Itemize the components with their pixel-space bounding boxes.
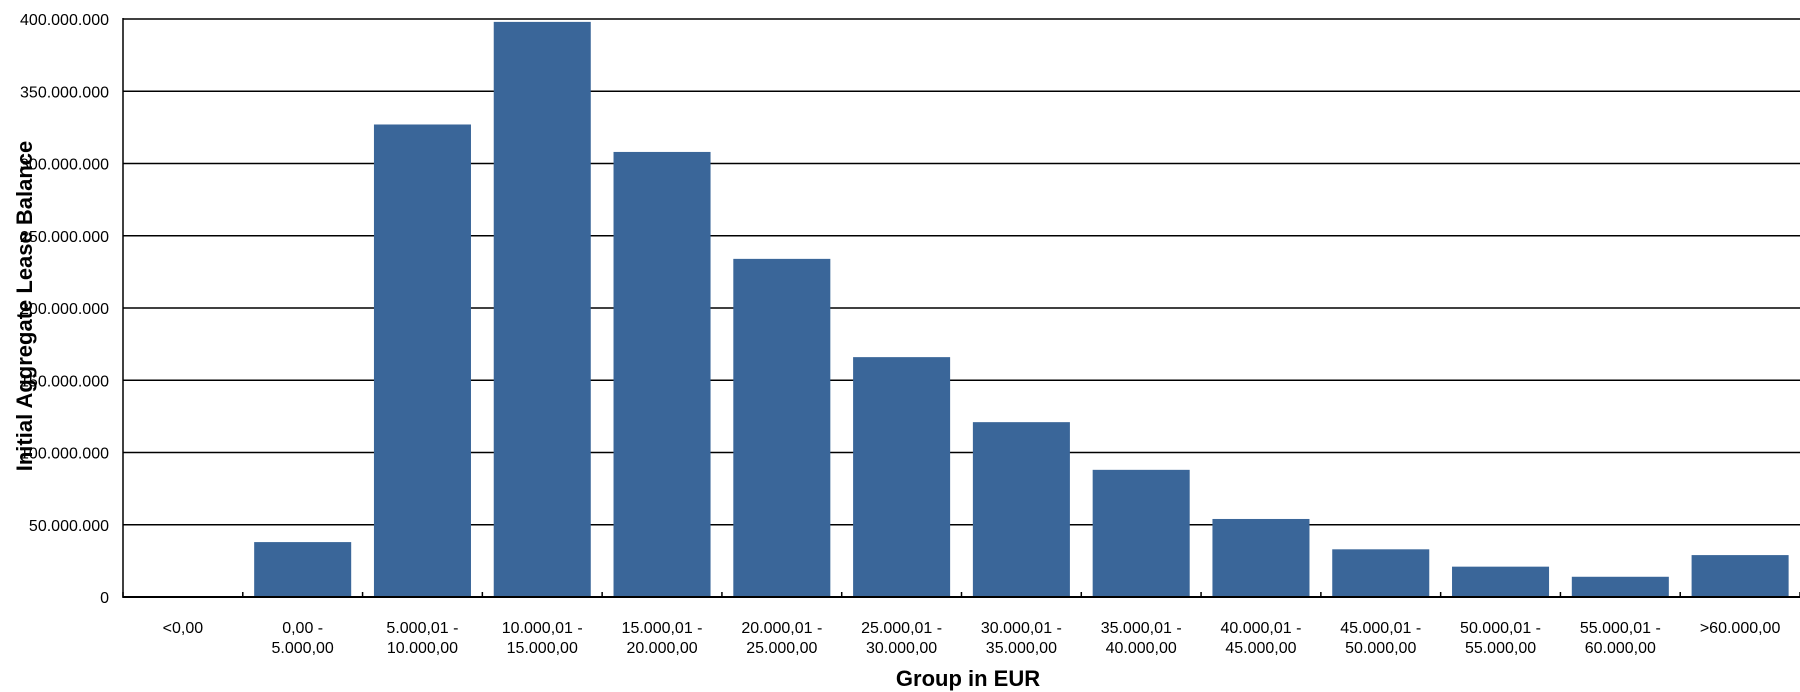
bar — [1212, 518, 1310, 597]
y-tick-label: 0 — [100, 590, 109, 607]
x-tick-label: 35.000,01 - — [1101, 620, 1182, 637]
x-tick-label: 15.000,00 — [507, 640, 578, 657]
y-axis-title: Initial Aggregate Lease Balance — [12, 141, 37, 472]
bar — [1452, 566, 1550, 597]
x-axis-title: Group in EUR — [896, 666, 1040, 691]
x-tick-label: 10.000,00 — [387, 640, 458, 657]
x-tick-label: 5.000,01 - — [386, 620, 458, 637]
y-tick-labels: 0 50.000.000 100.000.000 150.000.000 200.000… — [20, 12, 109, 607]
x-tick-label: 50.000,01 - — [1460, 620, 1541, 637]
x-tick-label: 35.000,00 — [986, 640, 1057, 657]
y-tick-label: 400.000.000 — [20, 12, 109, 29]
y-tick-label: 200.000.000 — [20, 301, 109, 318]
x-tick-label: 30.000,01 - — [981, 620, 1062, 637]
bar — [1571, 576, 1669, 597]
x-tick-label: 20.000,01 - — [741, 620, 822, 637]
y-tick-label: 50.000.000 — [29, 518, 109, 535]
y-tick-label: 350.000.000 — [20, 84, 109, 101]
bar — [853, 357, 951, 597]
y-tick-label: 100.000.000 — [20, 446, 109, 463]
bar — [613, 151, 711, 597]
bar — [733, 258, 831, 597]
x-tick-label: 55.000,01 - — [1580, 620, 1661, 637]
x-tick-label: 0,00 - — [282, 620, 323, 637]
x-tick-label: 45.000,01 - — [1340, 620, 1421, 637]
x-tick-label: 25.000,01 - — [861, 620, 942, 637]
bar — [972, 422, 1070, 597]
bar — [1092, 469, 1190, 597]
x-tick-label: 5.000,00 — [272, 640, 334, 657]
y-tick-label: 300.000.000 — [20, 157, 109, 174]
x-tick-label: 50.000,00 — [1345, 640, 1416, 657]
bar — [1332, 549, 1430, 597]
x-tick-label: 20.000,00 — [626, 640, 697, 657]
x-tick-label: <0,00 — [163, 620, 204, 637]
y-tick-label: 250.000.000 — [20, 229, 109, 246]
bar — [373, 124, 471, 598]
x-tick-label: 30.000,00 — [866, 640, 937, 657]
bar — [254, 542, 352, 597]
x-tick-label: 10.000,01 - — [502, 620, 583, 637]
x-tick-label: 60.000,00 — [1585, 640, 1656, 657]
x-tick-label: 15.000,01 - — [622, 620, 703, 637]
bars — [254, 21, 1789, 598]
x-tick-label: >60.000,00 — [1700, 620, 1781, 637]
x-tick-labels: <0,00 0,00 - 5.000,00 5.000,01 - 10.000,00 10… — [163, 620, 1781, 657]
axes — [122, 18, 1800, 598]
x-tick-label: 40.000,00 — [1106, 640, 1177, 657]
y-tick-label: 150.000.000 — [20, 373, 109, 390]
x-tick-label: 45.000,00 — [1225, 640, 1296, 657]
bar — [493, 21, 591, 597]
x-tick-label: 40.000,01 - — [1220, 620, 1301, 637]
x-tick-label: 25.000,00 — [746, 640, 817, 657]
x-tick-label: 55.000,00 — [1465, 640, 1536, 657]
bar — [1691, 555, 1789, 597]
